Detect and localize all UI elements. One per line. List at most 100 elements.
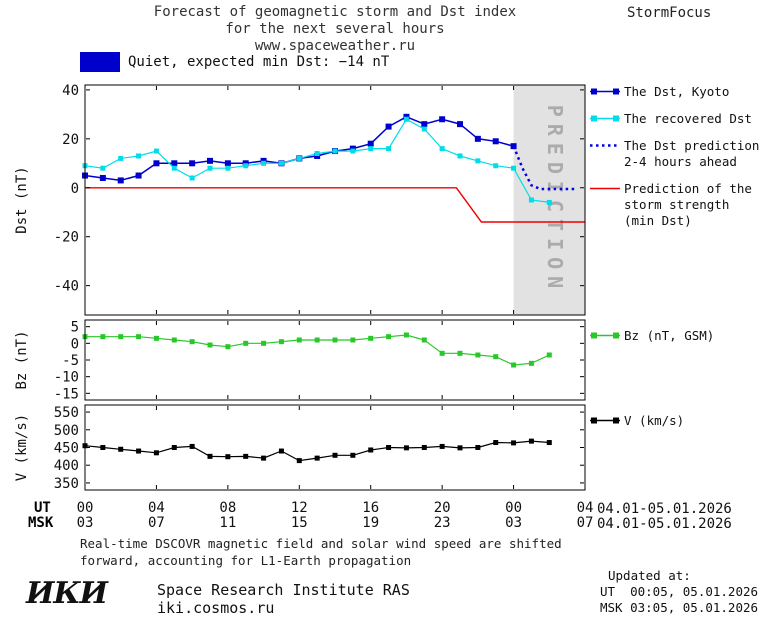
v-ytick-label: 450 <box>54 441 79 457</box>
series-recovered-marker <box>457 153 463 159</box>
series-kyoto-marker <box>385 123 392 130</box>
bz-ytick-label: -10 <box>54 370 79 386</box>
xtick-ut-label: 16 <box>362 500 379 516</box>
axis-date-ut: 04.01-05.01.2026 <box>597 501 732 517</box>
series-kyoto-marker <box>99 174 106 181</box>
series-bz-marker <box>332 337 338 343</box>
series-bz-marker <box>511 362 517 368</box>
legend-item-dst-prediction: The Dst prediction 2-4 hours ahead <box>590 138 759 170</box>
legend-label-bz: Bz (nT, GSM) <box>624 328 715 343</box>
series-recovered-marker <box>493 163 499 169</box>
series-bz-marker <box>136 334 142 340</box>
series-bz-marker <box>171 337 177 343</box>
series-v-marker <box>546 440 552 446</box>
bz-ytick-label: -15 <box>54 386 79 402</box>
series-v-marker <box>261 455 267 461</box>
series-bz-marker <box>546 352 552 358</box>
iki-logo: ИКИ <box>26 576 108 611</box>
series-bz-marker <box>278 339 284 345</box>
note-line-1: Real-time DSCOVR magnetic field and sola… <box>80 536 562 551</box>
series-storm-strength-line <box>85 187 585 223</box>
series-recovered-marker <box>386 146 392 152</box>
bz-ytick-label: 0 <box>71 336 79 352</box>
series-bz-marker <box>243 340 249 346</box>
series-v-marker <box>457 445 463 451</box>
v-panel-frame <box>84 404 586 491</box>
propagation-note: Real-time DSCOVR magnetic field and sola… <box>80 535 562 569</box>
series-kyoto-marker <box>171 160 178 167</box>
xtick-msk-label: 11 <box>219 515 236 531</box>
legend-label-kyoto: The Dst, Kyoto <box>624 84 730 99</box>
series-v-marker <box>368 447 374 453</box>
series-v-marker <box>243 453 249 459</box>
xtick-ut-label: 04 <box>577 500 594 516</box>
legend-label-storm-strength: Prediction of the storm strength (min Dst) <box>624 181 752 228</box>
series-v-marker <box>153 450 159 456</box>
series-bz-marker <box>368 335 374 341</box>
updated-ut-time: UT 00:05, 05.01.2026 <box>600 584 759 599</box>
institute-name: Space Research Institute RAS <box>157 581 410 599</box>
series-bz-marker <box>403 332 409 338</box>
series-v-marker <box>332 452 338 458</box>
legend-label-dst-prediction: The Dst prediction 2-4 hours ahead <box>624 138 760 169</box>
series-kyoto-marker <box>492 138 499 145</box>
bz-ytick-label: -5 <box>62 353 79 369</box>
xtick-ut-label: 00 <box>77 500 94 516</box>
note-line-2: forward, accounting for L1-Earth propaga… <box>80 553 412 568</box>
series-v-marker <box>386 445 392 450</box>
series-bz-marker <box>421 337 427 343</box>
v-legend: V (km/s) <box>590 413 684 440</box>
series-recovered-marker <box>314 151 320 157</box>
series-kyoto-marker <box>510 143 517 150</box>
series-v-marker <box>118 446 124 452</box>
legend-item-recovered: The recovered Dst <box>590 111 759 127</box>
series-kyoto-marker <box>439 116 446 123</box>
series-bz-marker <box>528 360 534 366</box>
dst-ytick-label: 40 <box>62 83 79 99</box>
legend-label-v: V (km/s) <box>624 413 685 428</box>
series-recovered-marker <box>528 197 534 203</box>
page-title: Forecast of geomagnetic storm and Dst in… <box>85 4 585 55</box>
series-recovered-marker <box>207 165 213 171</box>
series-v-marker <box>528 438 534 444</box>
series-recovered-marker <box>136 153 142 159</box>
series-recovered-marker <box>439 146 445 152</box>
v-ytick-label: 500 <box>54 423 79 439</box>
series-bz-marker <box>314 337 320 343</box>
xtick-ut-label: 20 <box>434 500 451 516</box>
axis-date-msk: 04.01-05.01.2026 <box>597 516 732 532</box>
series-kyoto-marker <box>189 160 196 167</box>
prediction-zone-label: PREDICTION <box>543 105 567 295</box>
series-bz-marker <box>207 342 213 348</box>
xtick-ut-label: 12 <box>291 500 308 516</box>
dst-ylabel: Dst (nT) <box>14 166 30 233</box>
series-kyoto-marker <box>224 160 231 167</box>
bz-panel-frame <box>84 319 586 401</box>
series-bz-marker <box>225 344 231 350</box>
series-v-marker <box>100 445 106 450</box>
series-bz-marker <box>457 350 463 356</box>
legend-item-kyoto: The Dst, Kyoto <box>590 84 759 100</box>
series-recovered-marker <box>332 148 338 154</box>
bz-ytick-label: 5 <box>71 320 79 336</box>
xtick-msk-label: 07 <box>148 515 165 531</box>
series-v-marker <box>314 455 320 461</box>
dst-ytick-label: 20 <box>62 132 79 148</box>
xtick-ut-label: 04 <box>148 500 165 516</box>
series-recovered-marker <box>350 148 356 154</box>
series-recovered-marker <box>403 116 409 122</box>
xtick-msk-label: 07 <box>577 515 594 531</box>
xtick-ut-label: 08 <box>219 500 236 516</box>
series-kyoto-marker <box>153 160 160 167</box>
series-v-marker <box>403 445 409 451</box>
series-bz-marker <box>296 337 302 343</box>
series-recovered-marker <box>189 175 195 181</box>
series-recovered-marker <box>118 155 124 161</box>
series-bz-marker <box>350 337 356 343</box>
series-v-marker <box>225 454 231 460</box>
series-v-marker <box>136 448 142 454</box>
series-recovered-marker <box>475 158 481 164</box>
xtick-ut-label: 00 <box>505 500 522 516</box>
